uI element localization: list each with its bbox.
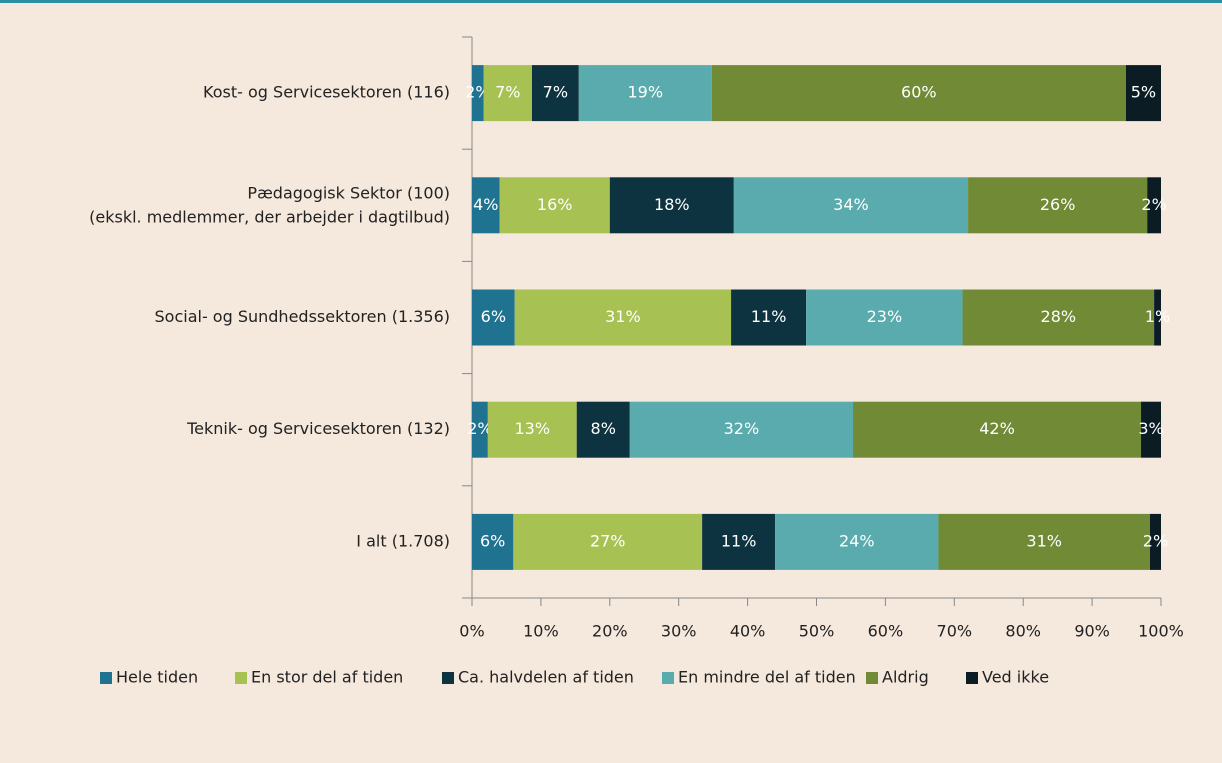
- bar-segment: [702, 513, 776, 570]
- x-tick-label: 70%: [937, 622, 973, 641]
- legend-label: Ca. halvdelen af tiden: [458, 668, 634, 687]
- value-label: 7%: [495, 83, 520, 102]
- legend-swatch: [100, 672, 112, 684]
- legend-label: En mindre del af tiden: [678, 668, 856, 687]
- x-tick-label: 10%: [523, 622, 559, 641]
- value-label: 34%: [833, 195, 869, 214]
- bar-segment: [472, 513, 514, 570]
- value-label: 2%: [467, 419, 492, 438]
- value-label: 16%: [537, 195, 573, 214]
- bar-segment: [472, 289, 515, 346]
- value-label: 23%: [867, 307, 903, 326]
- value-label: 11%: [751, 307, 787, 326]
- value-label: 26%: [1040, 195, 1076, 214]
- category-label: I alt (1.708): [356, 531, 450, 550]
- value-label: 11%: [721, 531, 757, 550]
- legend-label: Hele tiden: [116, 668, 198, 687]
- bar-segment: [487, 401, 577, 458]
- bar-segment: [629, 401, 854, 458]
- value-label: 8%: [591, 419, 616, 438]
- legend-swatch: [662, 672, 674, 684]
- category-label: Social- og Sundhedssektoren (1.356): [155, 307, 451, 326]
- bar-segment: [472, 177, 500, 234]
- x-tick-label: 80%: [1005, 622, 1041, 641]
- value-label: 60%: [901, 83, 937, 102]
- value-label: 2%: [1141, 195, 1166, 214]
- bar-segment: [1125, 65, 1161, 122]
- bar-segment: [775, 513, 939, 570]
- bar-segment: [499, 177, 610, 234]
- bar-segment: [472, 65, 484, 122]
- category-label: Pædagogisk Sektor (100) (ekskl. medlemmer…: [89, 183, 450, 226]
- bar-segment: [1147, 177, 1161, 234]
- x-tick-label: 50%: [799, 622, 835, 641]
- value-label: 32%: [724, 419, 760, 438]
- value-label: 27%: [590, 531, 626, 550]
- value-label: 1%: [1145, 307, 1170, 326]
- value-label: 31%: [605, 307, 641, 326]
- x-tick-label: 60%: [868, 622, 904, 641]
- x-tick-label: 40%: [730, 622, 766, 641]
- bar-segment: [968, 177, 1148, 234]
- x-tick-label: 100%: [1138, 622, 1184, 641]
- category-label: Kost- og Servicesektoren (116): [203, 83, 450, 102]
- value-label: 2%: [1143, 531, 1168, 550]
- bar-segment: [578, 65, 712, 122]
- bar-segment: [609, 177, 734, 234]
- bar-segment: [1149, 513, 1161, 570]
- legend-swatch: [235, 672, 247, 684]
- legend-label: Ved ikke: [982, 668, 1049, 687]
- bar-segment: [853, 401, 1142, 458]
- bar-segment: [938, 513, 1150, 570]
- bar-segment: [513, 513, 703, 570]
- bar-segment: [962, 289, 1155, 346]
- bar-segment: [576, 401, 630, 458]
- value-label: 13%: [515, 419, 551, 438]
- bar-segment: [483, 65, 532, 122]
- value-label: 6%: [480, 531, 505, 550]
- bar-segment: [1154, 289, 1161, 346]
- legend-swatch: [442, 672, 454, 684]
- bar-segment: [531, 65, 579, 122]
- value-label: 7%: [543, 83, 568, 102]
- legend-label: Aldrig: [882, 668, 929, 687]
- value-label: 3%: [1138, 419, 1163, 438]
- category-label: Teknik- og Servicesektoren (132): [186, 419, 450, 438]
- x-tick-label: 0%: [459, 622, 484, 641]
- value-label: 4%: [473, 195, 498, 214]
- legend-label: En stor del af tiden: [251, 668, 403, 687]
- value-label: 18%: [654, 195, 690, 214]
- value-label: 6%: [481, 307, 506, 326]
- value-label: 42%: [979, 419, 1015, 438]
- bar-segment: [806, 289, 963, 346]
- legend-swatch: [966, 672, 978, 684]
- bar-segment: [711, 65, 1126, 122]
- legend-swatch: [866, 672, 878, 684]
- value-label: 19%: [628, 83, 664, 102]
- x-tick-label: 20%: [592, 622, 628, 641]
- value-label: 28%: [1041, 307, 1077, 326]
- bar-segment: [1141, 401, 1161, 458]
- bar-segment: [733, 177, 969, 234]
- x-tick-label: 30%: [661, 622, 697, 641]
- bar-segment: [514, 289, 732, 346]
- x-tick-label: 90%: [1074, 622, 1110, 641]
- value-label: 5%: [1131, 83, 1156, 102]
- value-label: 31%: [1026, 531, 1062, 550]
- value-label: 24%: [839, 531, 875, 550]
- top-rule: [0, 0, 1222, 3]
- bar-segment: [472, 401, 488, 458]
- bar-segment: [731, 289, 807, 346]
